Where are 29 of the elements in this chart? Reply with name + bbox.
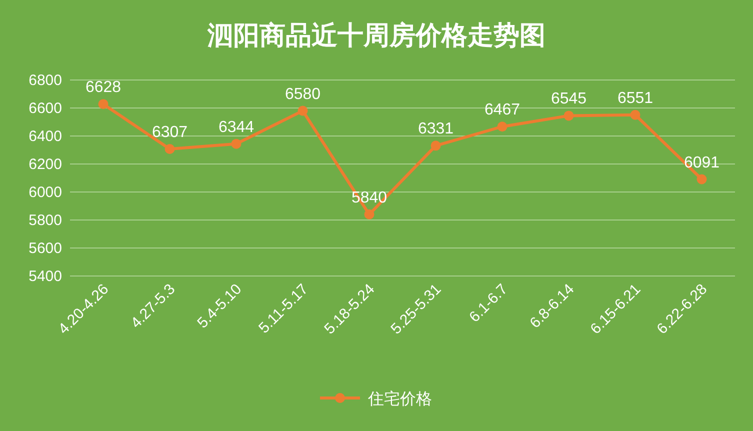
point xyxy=(164,144,175,154)
point xyxy=(98,99,108,110)
y-tick-label: 6800 xyxy=(28,72,62,89)
point xyxy=(430,140,441,151)
data-label: 6628 xyxy=(85,79,122,96)
point xyxy=(298,106,308,116)
data-label: 6467 xyxy=(484,102,520,119)
data-label: 6331 xyxy=(418,120,454,138)
legend-label: 住宅价格 xyxy=(367,390,432,408)
y-tick-label: 5600 xyxy=(28,240,62,257)
point xyxy=(364,209,374,220)
point xyxy=(231,138,242,149)
y-tick-label: 5800 xyxy=(28,212,62,229)
data-label: 6551 xyxy=(617,90,654,107)
data-label: 6545 xyxy=(550,90,587,108)
point xyxy=(630,110,640,120)
y-tick-label: 6000 xyxy=(28,184,62,201)
y-tick-label: 6600 xyxy=(28,100,62,117)
data-label: 6344 xyxy=(218,118,254,136)
point xyxy=(497,122,508,132)
point xyxy=(696,174,707,184)
y-tick-label: 6400 xyxy=(28,128,62,145)
y-tick-label: 6200 xyxy=(28,156,62,173)
y-tick-label: 5400 xyxy=(28,268,62,285)
chart-title: 泗阳商品近十周房价格走势图 xyxy=(206,20,546,50)
data-label: 6307 xyxy=(152,124,188,142)
data-label: 6091 xyxy=(684,154,720,172)
point xyxy=(564,110,574,121)
data-label: 6580 xyxy=(284,86,321,103)
